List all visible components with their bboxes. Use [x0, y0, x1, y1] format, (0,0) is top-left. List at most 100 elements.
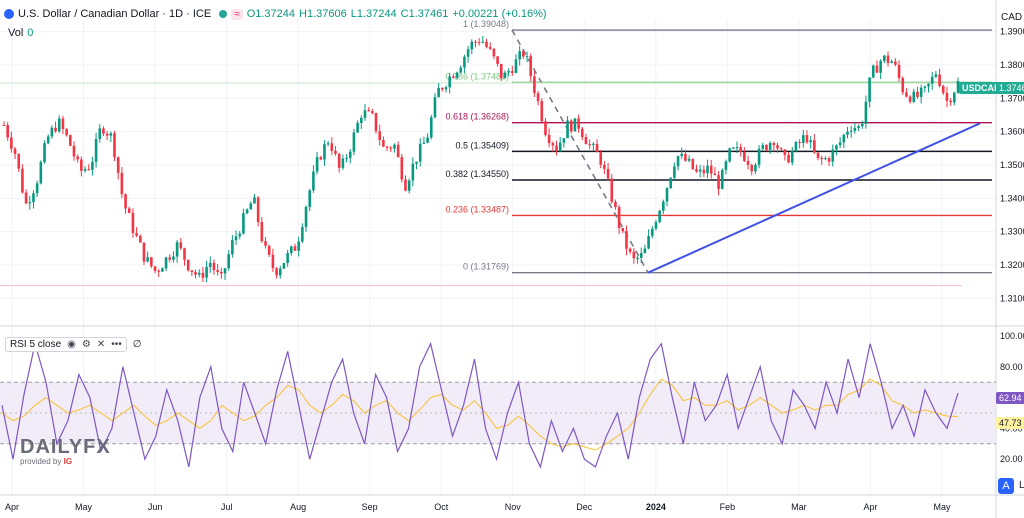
- candle-body: [901, 77, 905, 93]
- more-icon[interactable]: •••: [111, 339, 122, 350]
- candle-body: [647, 235, 650, 249]
- candle-body: [363, 110, 367, 118]
- candle-body: [179, 242, 183, 249]
- candle-body: [6, 125, 9, 138]
- rsi-legend[interactable]: RSI 5 close ◉ ⚙ ✕ ••• ∅: [5, 337, 141, 352]
- rsi-band: [0, 381, 996, 445]
- wave-icon[interactable]: ≈: [231, 8, 243, 20]
- candle-body: [790, 151, 794, 163]
- candle-body: [359, 117, 363, 123]
- trendline[interactable]: [647, 122, 981, 274]
- candle-body: [912, 91, 916, 102]
- candle-body: [312, 171, 315, 191]
- candle-body: [503, 72, 507, 79]
- auto-scale-button[interactable]: A: [998, 478, 1014, 494]
- candle-body: [109, 133, 113, 136]
- candle-body: [24, 192, 28, 204]
- candle-body: [367, 110, 370, 112]
- log-scale-button[interactable]: L: [1019, 480, 1024, 491]
- volume-legend[interactable]: Vol 0: [8, 27, 33, 39]
- time-tick-label: Jul: [221, 502, 233, 512]
- candle-body: [39, 162, 43, 184]
- candle-body: [65, 129, 68, 136]
- time-tick-label: Feb: [720, 502, 736, 512]
- close-icon[interactable]: ✕: [96, 339, 106, 350]
- candle-body: [352, 132, 356, 152]
- candle-body: [916, 91, 919, 97]
- candle-body: [455, 72, 459, 78]
- candle-body: [46, 136, 50, 144]
- candle-body: [772, 142, 776, 146]
- price-tick-label: 1.3700: [1000, 93, 1024, 103]
- candle-body: [732, 147, 735, 149]
- candle-body: [883, 55, 886, 61]
- candle-body: [61, 118, 65, 130]
- fib-level-label: 0.786 (1.37481): [445, 71, 509, 81]
- candle-body: [231, 240, 234, 255]
- candle-body: [138, 235, 142, 243]
- candle-body: [684, 153, 687, 161]
- candle-body: [897, 64, 901, 78]
- candle-body: [805, 135, 809, 143]
- currency-label[interactable]: CAD: [1001, 12, 1023, 23]
- ig-logo: IG: [63, 457, 73, 466]
- symbol-legend[interactable]: U.S. Dollar / Canadian Dollar · 1D · ICE…: [4, 8, 547, 20]
- candle-body: [146, 257, 149, 262]
- candle-body: [713, 173, 717, 176]
- candle-body: [83, 169, 87, 171]
- candle-body: [80, 159, 83, 171]
- candle-body: [260, 222, 264, 242]
- rsi-legend-box[interactable]: RSI 5 close ◉ ⚙ ✕ •••: [5, 337, 127, 352]
- fibonacci-retracement[interactable]: 1 (1.39048) 0.786 (1.37481) 0.618 (1.36268…: [0, 19, 996, 287]
- candle-body: [838, 142, 842, 146]
- candle-body: [463, 56, 466, 68]
- candle-body: [87, 169, 91, 171]
- time-tick-label: Nov: [505, 502, 522, 512]
- change-value: +0.00221 (+0.16%): [452, 8, 547, 20]
- candle-body: [643, 248, 647, 254]
- candle-body: [227, 254, 230, 269]
- candle-body: [511, 71, 514, 73]
- candle-body: [356, 122, 359, 133]
- candle-body: [676, 156, 680, 167]
- candle-body: [17, 153, 21, 169]
- candle-body: [813, 140, 816, 153]
- candle-body: [135, 233, 138, 236]
- candle-body: [577, 118, 580, 129]
- candle-body: [116, 157, 120, 173]
- fib-level-label: 0.236 (1.33487): [445, 204, 509, 214]
- candle-body: [28, 202, 32, 204]
- candle-body: [941, 86, 945, 93]
- candle-body: [448, 76, 451, 88]
- price-tick-label: 1.3800: [1000, 60, 1024, 70]
- candle-body: [496, 56, 499, 64]
- rsi-series: [1, 341, 959, 469]
- candle-body: [334, 150, 337, 154]
- candle-body: [846, 131, 849, 135]
- candle-body: [437, 88, 440, 98]
- candle-body: [488, 46, 492, 49]
- candle-body: [945, 92, 949, 101]
- candle-body: [558, 142, 562, 152]
- candle-body: [69, 135, 72, 146]
- candle-body: [492, 48, 496, 57]
- rsi-ma-line: [1, 378, 959, 451]
- candle-body: [242, 213, 245, 234]
- price-axis-panel[interactable]: [996, 0, 1024, 518]
- price-tick-label: 1.3400: [1000, 193, 1024, 203]
- time-tick-label: 2024: [646, 502, 666, 512]
- eye-icon[interactable]: ◉: [67, 339, 76, 350]
- provided-by-text: provided by: [20, 457, 62, 466]
- rsi-tick-label: 20.00: [1000, 454, 1023, 464]
- candle-body: [658, 210, 661, 223]
- price-tick-label: 1.3300: [1000, 227, 1024, 237]
- candle-body: [264, 241, 267, 246]
- settings-icon[interactable]: ⚙: [81, 339, 91, 350]
- candle-body: [673, 166, 676, 178]
- candle-body: [477, 42, 481, 44]
- candle-body: [105, 133, 109, 136]
- candle-body: [54, 127, 57, 132]
- candle-body: [529, 56, 533, 77]
- candlestick-series: [2, 35, 960, 283]
